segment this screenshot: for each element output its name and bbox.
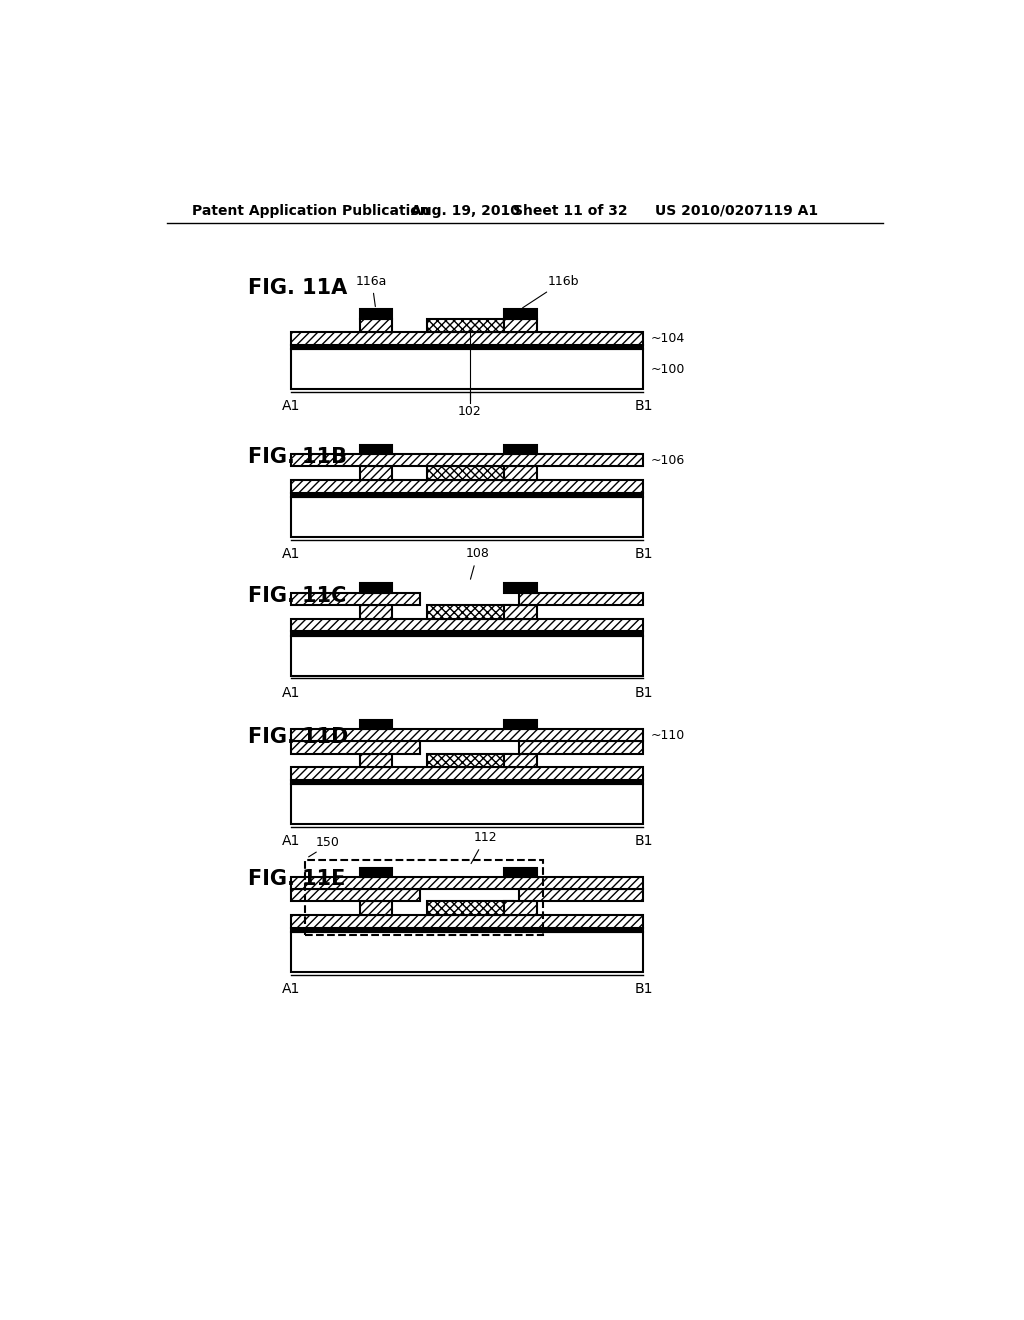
Bar [504,902,537,915]
Bar [519,593,643,605]
Bar [504,583,537,593]
Text: A1: A1 [282,686,300,700]
Bar [504,719,537,729]
Text: A1: A1 [282,982,300,997]
Bar [504,445,537,454]
Text: 150: 150 [315,836,339,849]
Bar [305,859,543,936]
Text: Patent Application Publication: Patent Application Publication [191,203,429,218]
Text: A1: A1 [282,834,300,849]
Bar [359,719,392,729]
Text: B1: B1 [634,400,652,413]
Text: A1: A1 [282,548,300,561]
Bar [359,605,392,619]
Text: B1: B1 [634,686,652,700]
Bar [359,445,392,454]
Bar [504,318,537,333]
Text: B1: B1 [634,548,652,561]
Bar [291,742,420,754]
Bar [519,890,643,902]
Bar [359,867,392,876]
Text: ~106: ~106 [651,454,685,467]
Bar [291,915,643,928]
Bar [291,890,420,902]
Bar [291,593,420,605]
Bar [359,318,392,333]
Text: FIG. 11D: FIG. 11D [248,726,348,747]
Text: FIG. 11C: FIG. 11C [248,586,346,606]
Bar [427,754,513,767]
Text: B1: B1 [634,834,652,849]
Bar [291,619,643,631]
Text: ~104: ~104 [651,333,685,345]
Bar [427,466,513,480]
Bar [291,767,643,780]
Text: B1: B1 [634,982,652,997]
Text: FIG. 11B: FIG. 11B [248,447,347,467]
Bar [504,309,537,318]
Bar [291,729,643,742]
Text: Sheet 11 of 32: Sheet 11 of 32 [513,203,628,218]
Bar [427,605,513,619]
Text: 108: 108 [466,548,489,579]
Bar [291,492,643,498]
Bar [291,928,643,932]
Bar [291,932,643,973]
Bar [359,754,392,767]
Bar [291,876,643,890]
Text: FIG. 11E: FIG. 11E [248,869,345,890]
Bar [291,454,643,466]
Bar [504,754,537,767]
Bar [504,867,537,876]
Bar [427,318,513,333]
Bar [291,345,643,350]
Bar [359,902,392,915]
Text: ~110: ~110 [651,729,685,742]
Bar [359,309,392,318]
Text: A1: A1 [282,400,300,413]
Bar [291,784,643,825]
Text: US 2010/0207119 A1: US 2010/0207119 A1 [655,203,818,218]
Text: 112: 112 [471,832,497,863]
Bar [504,466,537,480]
Bar [291,350,643,389]
Bar [427,902,513,915]
Bar [291,333,643,345]
Text: 102: 102 [458,405,481,418]
Bar [291,636,643,676]
Bar [359,583,392,593]
Text: FIG. 11A: FIG. 11A [248,277,347,298]
Bar [291,498,643,537]
Bar [519,742,643,754]
Text: 116a: 116a [356,275,387,306]
Bar [504,605,537,619]
Bar [291,780,643,784]
Text: Aug. 19, 2010: Aug. 19, 2010 [411,203,520,218]
Text: ~100: ~100 [651,363,685,376]
Bar [359,466,392,480]
Bar [291,480,643,492]
Bar [291,631,643,636]
Text: 116b: 116b [522,275,579,308]
